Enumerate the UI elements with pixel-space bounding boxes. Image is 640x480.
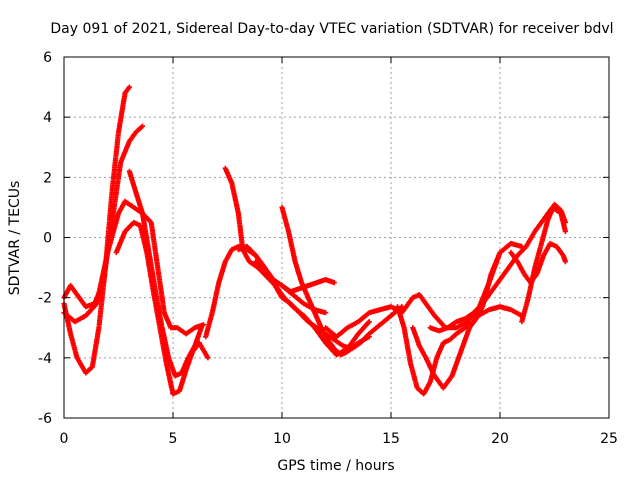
y-tick-label: 6 — [43, 50, 52, 66]
series-track-j — [253, 259, 337, 295]
y-tick-label: 0 — [43, 231, 52, 247]
series-track-l — [394, 249, 503, 397]
y-tick-label: -2 — [38, 291, 52, 307]
data-series — [61, 84, 568, 397]
chart-title: Day 091 of 2021, Sidereal Day-to-day VTE… — [50, 21, 613, 37]
x-axis-label: GPS time / hours — [277, 458, 394, 474]
series-track-a — [61, 84, 132, 376]
x-tick-label: 25 — [600, 431, 618, 447]
y-tick-label: -4 — [38, 351, 52, 367]
y-tick-label: -6 — [38, 411, 52, 427]
axis-ticks: 0 5 10 15 20 25 -6 -4 -2 0 2 4 6 — [38, 50, 618, 447]
x-tick-label: 20 — [491, 431, 509, 447]
series-markers — [394, 249, 503, 397]
series-markers — [519, 201, 568, 325]
x-tick-label: 10 — [273, 431, 291, 447]
series-track-e — [61, 198, 207, 337]
series-markers — [253, 259, 337, 295]
series-track-m — [410, 304, 525, 391]
series-markers — [126, 168, 204, 379]
series-track-i — [279, 204, 372, 358]
series-track-p — [508, 240, 568, 286]
y-axis-label: SDTVAR / TECUs — [7, 181, 23, 296]
series-track-o — [519, 201, 568, 325]
x-tick-label: 5 — [169, 431, 178, 447]
series-markers — [61, 198, 207, 337]
series-track-d — [126, 168, 204, 379]
x-tick-label: 15 — [382, 431, 400, 447]
x-tick-label: 0 — [60, 431, 69, 447]
series-markers — [61, 84, 132, 376]
y-tick-label: 2 — [43, 170, 52, 186]
series-markers — [410, 304, 525, 391]
y-tick-label: 4 — [43, 110, 52, 126]
series-markers — [279, 204, 372, 358]
series-markers — [508, 240, 568, 286]
